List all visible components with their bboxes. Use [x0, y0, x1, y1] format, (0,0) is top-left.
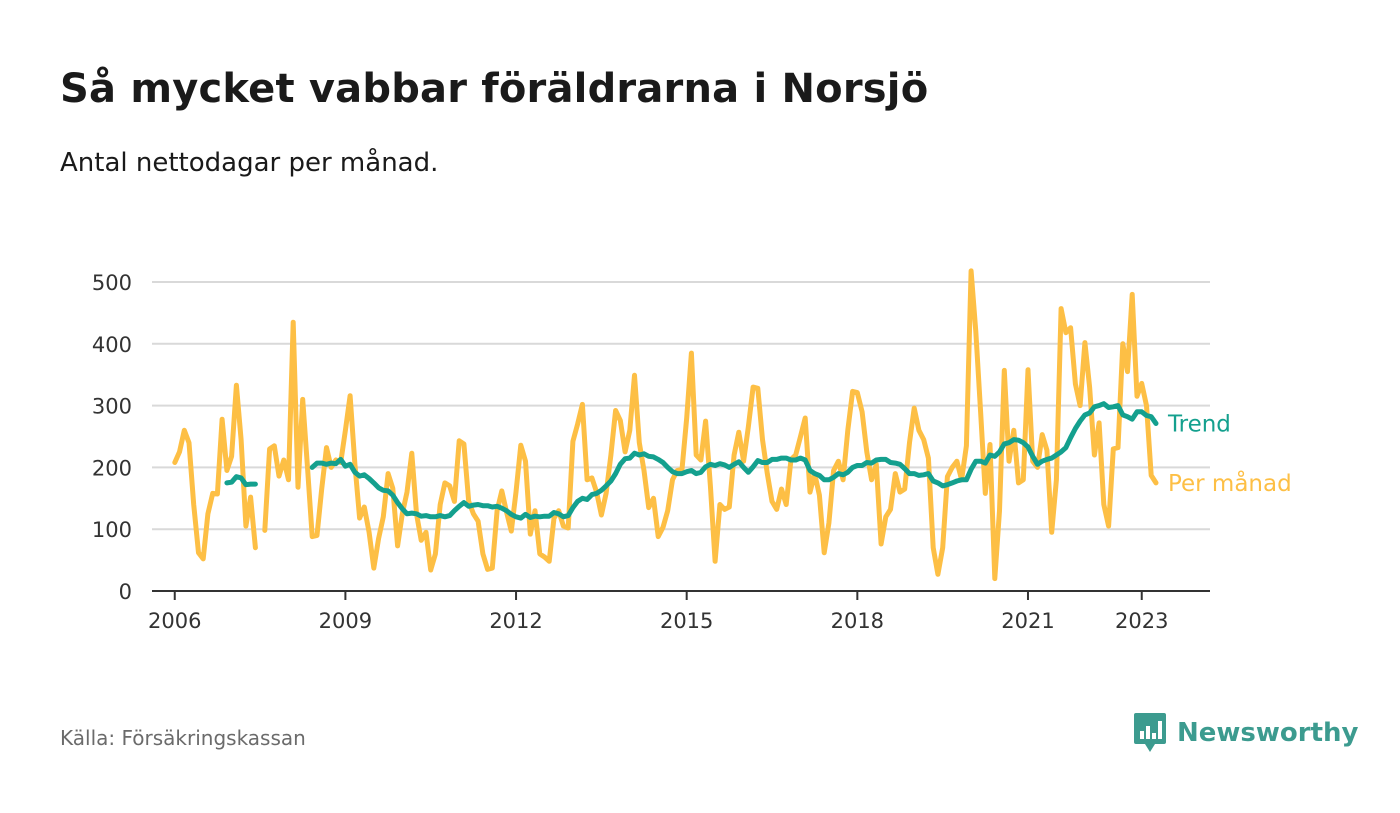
x-tick-label: 2006	[148, 609, 201, 633]
x-tick-label: 2009	[319, 609, 372, 633]
gridlines	[152, 281, 1210, 531]
series-label-per-manad: Per månad	[1168, 469, 1292, 497]
source-note: Källa: Försäkringskassan	[60, 726, 306, 750]
y-tick-label: 100	[92, 518, 132, 542]
chart-title: Så mycket vabbar föräldrarna i Norsjö	[60, 66, 929, 112]
y-tick-label: 200	[92, 456, 132, 480]
brand-name: Newsworthy	[1177, 718, 1359, 748]
y-axis-ticks: 0 100 200 300 400 500	[92, 271, 132, 604]
series-line-per-manad	[172, 268, 1159, 582]
series-line-trend	[224, 401, 1159, 521]
brand: Newsworthy	[1133, 712, 1358, 754]
series-label-trend: Trend	[1167, 412, 1231, 438]
chart-subtitle: Antal nettodagar per månad.	[60, 148, 439, 178]
x-tick-label: 2021	[1001, 609, 1054, 633]
x-tick-label: 2015	[660, 609, 713, 633]
y-tick-label: 500	[92, 271, 132, 295]
x-axis: 2006 2009 2012 2015 2018 2021 2023	[148, 590, 1210, 633]
series-lines	[172, 268, 1159, 582]
y-tick-label: 400	[92, 333, 132, 357]
series-labels: Per månad Trend	[1167, 412, 1292, 497]
newsworthy-logo-icon	[1134, 713, 1166, 752]
x-tick-label: 2012	[489, 609, 542, 633]
y-tick-label: 0	[119, 580, 132, 604]
x-tick-label: 2018	[831, 609, 884, 633]
y-tick-label: 300	[92, 395, 132, 419]
x-tick-label: 2023	[1115, 609, 1168, 633]
